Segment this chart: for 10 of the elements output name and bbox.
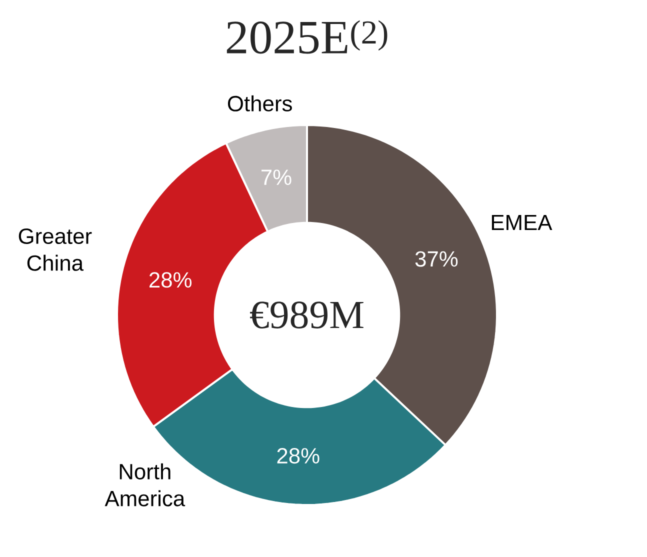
slice-label: Others <box>228 95 292 112</box>
data-label: 37% <box>415 251 458 267</box>
slice-label: EMEA <box>492 214 552 230</box>
text: €989M <box>250 302 364 328</box>
data-label: 28% <box>277 448 320 464</box>
slice-label: Greater China <box>18 228 92 271</box>
slice-label: North America <box>104 463 186 506</box>
data-label: 7% <box>262 170 292 185</box>
chart-title: 2025E$^{(2)}$ <box>226 20 388 54</box>
data-label: 28% <box>150 272 192 288</box>
